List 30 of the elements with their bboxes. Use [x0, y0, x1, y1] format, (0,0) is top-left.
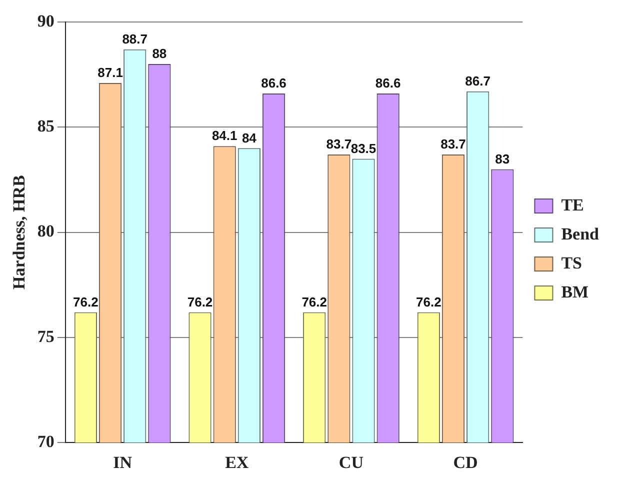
- data-label: 83.5: [350, 140, 376, 156]
- x-tick-label: CD: [453, 453, 478, 472]
- data-label: 86.6: [261, 76, 286, 91]
- data-label: 76.2: [73, 294, 98, 310]
- data-label: 87.1: [98, 65, 123, 80]
- y-tick-label: 70: [37, 432, 54, 451]
- data-label: 76.2: [416, 294, 442, 310]
- y-axis-title: Hardness, HRB: [10, 175, 29, 290]
- y-tick-label: 80: [37, 222, 54, 241]
- x-tick-label: IN: [113, 453, 133, 472]
- x-tick-label: EX: [225, 453, 250, 472]
- y-tick-label: 75: [37, 326, 54, 346]
- data-label: 86.6: [375, 76, 401, 91]
- data-label: 84.1: [212, 128, 238, 144]
- data-label: 83.7: [440, 136, 466, 152]
- data-label: 88: [152, 46, 167, 62]
- data-label: 86.7: [465, 73, 490, 88]
- legend-label: TE: [561, 195, 584, 214]
- legend-label: TS: [561, 253, 582, 272]
- x-tick-label: CU: [338, 453, 364, 472]
- data-label: 76.2: [302, 294, 328, 310]
- data-label: 84: [242, 130, 258, 146]
- legend-label: Bend: [561, 224, 600, 244]
- y-tick-label: 90: [37, 11, 54, 30]
- legend-label: BM: [561, 282, 589, 302]
- data-label: 83: [495, 151, 510, 166]
- data-label: 88.7: [122, 31, 148, 46]
- y-tick-label: 85: [37, 116, 54, 136]
- data-label: 83.7: [326, 136, 352, 152]
- data-label: 76.2: [187, 294, 213, 310]
